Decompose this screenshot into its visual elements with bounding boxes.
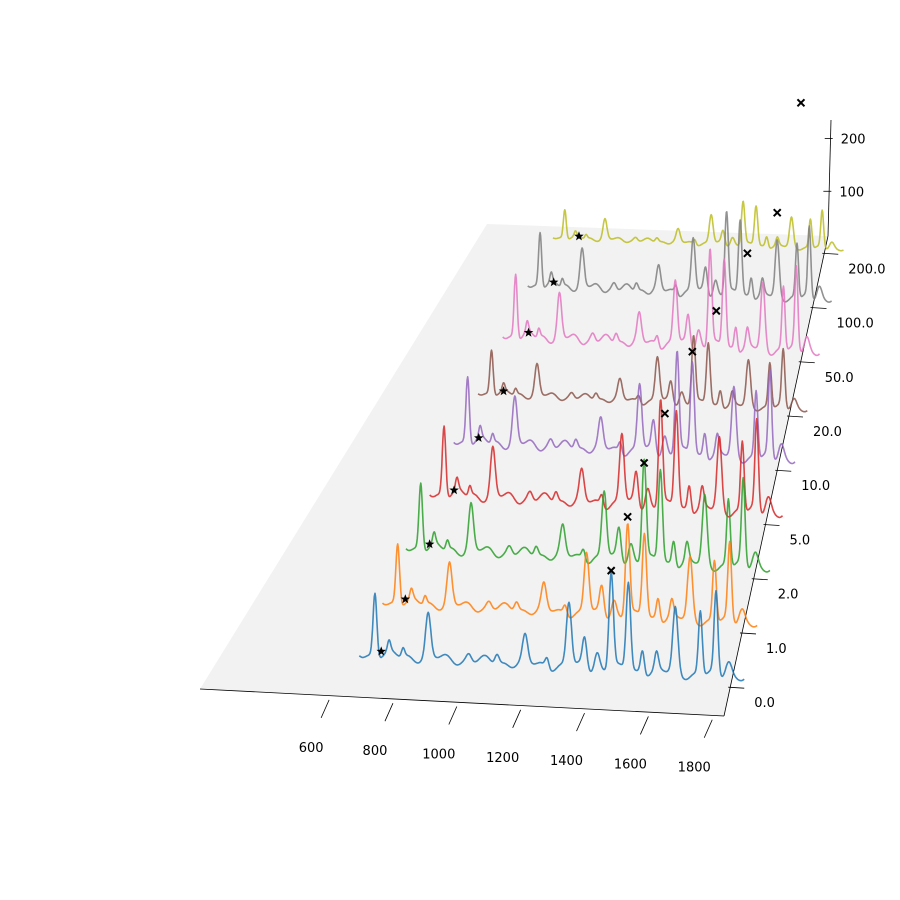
series-1-0 xyxy=(381,512,758,628)
y-tick-mark xyxy=(728,686,745,689)
spectrum-line xyxy=(552,200,844,252)
y-tick-mark xyxy=(822,252,839,255)
z-tick-label: 200 xyxy=(841,133,866,148)
y-tick-label: 20.0 xyxy=(813,425,842,440)
x-tick-mark xyxy=(576,712,585,732)
y-tick-mark xyxy=(751,578,768,581)
spectrum-line xyxy=(527,211,833,303)
x-tick-mark xyxy=(448,706,458,725)
y-tick-label: 10.0 xyxy=(801,479,830,494)
spectrum-line xyxy=(477,335,808,413)
y-tick-label: 50.0 xyxy=(825,371,854,386)
cross-marker xyxy=(688,347,697,356)
cross-marker xyxy=(606,566,616,575)
y-ticks: 0.0 1.0 2.0 5.0 10.0 20.0 50.0 100.0 200.0 xyxy=(728,252,885,711)
floor-pane xyxy=(200,224,828,716)
x-axis-line xyxy=(199,688,725,717)
series-50-0 xyxy=(502,248,821,357)
star-marker xyxy=(523,327,534,337)
y-tick-mark xyxy=(739,632,757,635)
star-marker xyxy=(449,485,459,495)
cross-marker xyxy=(639,458,649,468)
y-tick-mark xyxy=(786,415,804,418)
star-marker xyxy=(548,277,559,287)
y-tick-label: 2.0 xyxy=(778,588,799,603)
cross-marker xyxy=(660,409,670,418)
y-tick-mark xyxy=(798,361,815,364)
cross-marker xyxy=(773,208,782,217)
z-ticks: 100 200 xyxy=(823,133,866,200)
series-200-0 xyxy=(552,98,844,252)
star-marker xyxy=(400,594,411,604)
z-axis-line xyxy=(827,119,832,237)
x-tick-label: 1400 xyxy=(550,754,583,769)
y-tick-label: 0.0 xyxy=(754,696,775,711)
x-tick-label: 1800 xyxy=(678,761,711,776)
x-tick-label: 1000 xyxy=(422,748,455,763)
star-marker xyxy=(498,386,509,396)
x-tick-mark xyxy=(703,719,713,738)
star-marker xyxy=(424,539,435,549)
star-marker xyxy=(574,231,584,241)
y-axis-line xyxy=(723,235,829,717)
series-0-0 xyxy=(358,566,745,682)
y-tick-mark xyxy=(810,307,827,309)
x-tick-label: 1200 xyxy=(486,751,519,766)
y-tick-label: 1.0 xyxy=(766,642,787,657)
z-tick-label: 100 xyxy=(839,185,864,200)
star-marker xyxy=(474,432,484,442)
y-tick-mark xyxy=(775,469,792,472)
x-tick-label: 600 xyxy=(299,741,324,756)
x-tick-mark xyxy=(512,709,522,728)
cross-marker xyxy=(712,306,721,316)
x-tick-mark xyxy=(640,716,649,735)
series-100-0 xyxy=(527,208,833,303)
x-tick-label: 800 xyxy=(363,744,388,759)
cross-marker xyxy=(796,98,806,108)
star-marker xyxy=(376,646,386,656)
x-tick-mark xyxy=(320,699,330,719)
spectrum-line xyxy=(358,571,745,682)
cross-marker xyxy=(623,512,632,521)
spectrum-line xyxy=(381,523,758,628)
series-layer xyxy=(358,98,844,682)
x-tick-label: 1600 xyxy=(614,757,647,772)
y-tick-label: 5.0 xyxy=(789,533,810,548)
series-20-0 xyxy=(477,306,808,413)
y-tick-mark xyxy=(763,524,780,526)
x-tick-mark xyxy=(384,703,394,722)
x-ticks: 600 800 1000 1200 1400 1600 1800 xyxy=(299,699,713,776)
y-tick-label: 200.0 xyxy=(848,262,885,277)
spectrum-line xyxy=(502,248,821,357)
y-tick-label: 100.0 xyxy=(837,317,874,332)
cross-marker xyxy=(743,249,752,258)
